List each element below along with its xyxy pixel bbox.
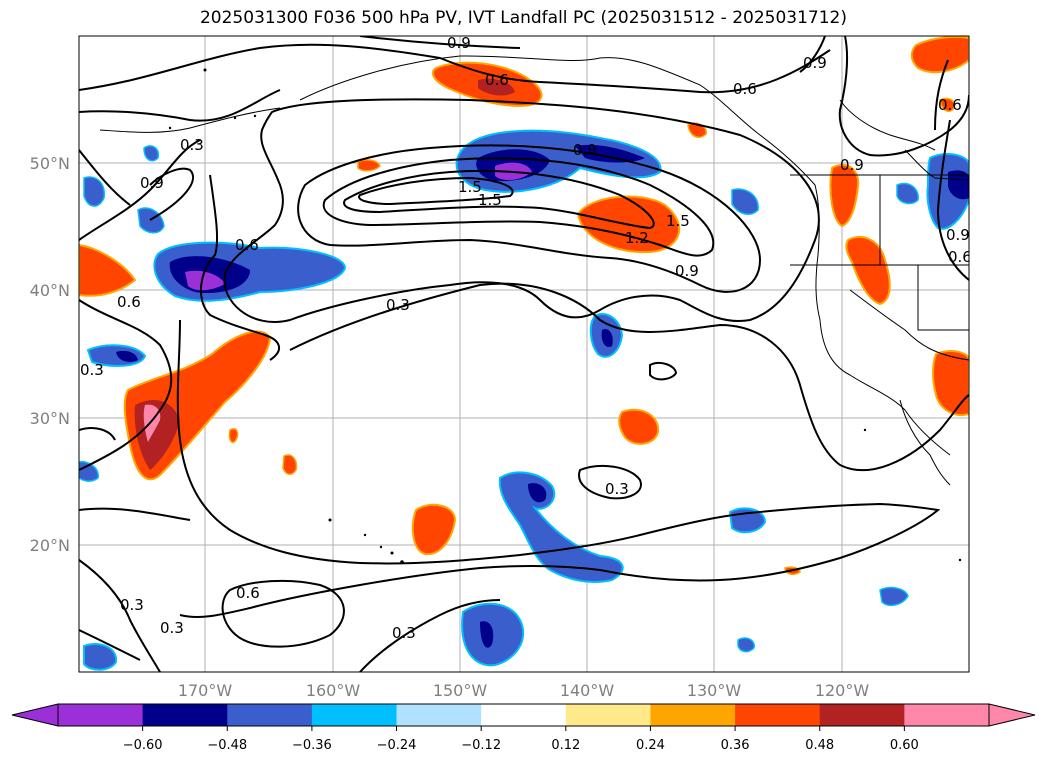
map-title: 2025031300 F036 500 hPa PV, IVT Landfall… [199, 8, 847, 28]
contour-label: 0.6 [485, 71, 509, 89]
colorbar: −0.60 −0.48 −0.36 −0.24 −0.12 0.12 0.24 0.36 0.4… [11, 703, 1036, 753]
colorbar-tick-label: −0.12 [461, 738, 501, 753]
contour-label: 1.2 [625, 229, 649, 247]
contour-label: 0.6 [938, 96, 962, 114]
contour-label: 0.9 [140, 174, 164, 192]
colorbar-box [565, 704, 651, 726]
contour-label: 0.3 [160, 619, 184, 637]
contour-label: 0.3 [120, 596, 144, 614]
colorbar-box [311, 704, 398, 726]
colorbar-box [481, 704, 567, 726]
colorbar-tick-label: 0.60 [890, 738, 919, 753]
colorbar-extend-low [11, 703, 59, 727]
lon-label: 140°W [560, 681, 615, 700]
colorbar-tick-label: 0.12 [551, 738, 580, 753]
contour-label: 0.3 [392, 624, 416, 642]
colorbar-box [735, 704, 821, 726]
contour-label: 1.5 [666, 212, 690, 230]
lon-label: 120°W [815, 681, 870, 700]
contour-label: 0.9 [803, 54, 827, 72]
map-frame [78, 35, 970, 673]
contour-label: 0.3 [80, 361, 104, 379]
contour-label: 1.5 [458, 178, 482, 196]
contour-label: 0.3 [386, 296, 410, 314]
colorbar-tick-label: −0.24 [377, 738, 417, 753]
colorbar-extend-high [988, 703, 1036, 727]
lon-label: 170°W [178, 681, 233, 700]
colorbar-box [396, 704, 482, 726]
colorbar-frame [57, 703, 990, 727]
contour-label: 0.9 [946, 226, 970, 244]
contour-label: 1.5 [478, 191, 502, 209]
contour-label: 0.9 [573, 141, 597, 159]
colorbar-box [819, 704, 905, 726]
lat-label: 30°N [30, 409, 70, 428]
colorbar-tick-label: 0.36 [721, 738, 750, 753]
colorbar-box [904, 704, 990, 726]
lat-label: 50°N [30, 154, 70, 173]
lon-label: 150°W [433, 681, 488, 700]
colorbar-box [142, 704, 228, 726]
contour-label: 0.6 [235, 236, 259, 254]
map-content: 0.9 0.6 0.9 0.6 0.3 0.6 0.9 0.9 1.5 1.5 … [79, 34, 972, 672]
longitude-labels: 170°W 160°W 150°W 140°W 130°W 120°W [178, 681, 870, 700]
colorbar-tick-label: −0.36 [292, 738, 332, 753]
contour-label: 0.6 [236, 584, 260, 602]
contour-label: 0.6 [117, 293, 141, 311]
contour-label: 0.6 [948, 248, 972, 266]
contour-label: 0.3 [180, 136, 204, 154]
colorbar-tick-label: −0.48 [207, 738, 247, 753]
contour-label: 0.3 [605, 480, 629, 498]
contour-label: 0.9 [675, 262, 699, 280]
colorbar-box [227, 704, 313, 726]
latitude-labels: 50°N 40°N 30°N 20°N [30, 154, 70, 555]
contour-label: 0.6 [733, 80, 757, 98]
colorbar-tick-label: −0.60 [123, 738, 163, 753]
coastlines [99, 55, 969, 486]
contour-label: 0.9 [447, 34, 471, 52]
colorbar-tick-label: 0.48 [805, 738, 834, 753]
colorbar-tick-label: 0.24 [636, 738, 665, 753]
contour-labels: 0.9 0.6 0.9 0.6 0.3 0.6 0.9 0.9 1.5 1.5 … [80, 34, 972, 642]
contour-label: 0.9 [840, 156, 864, 174]
pv-contours [79, 36, 969, 672]
lat-label: 40°N [30, 281, 70, 300]
lat-label: 20°N [30, 536, 70, 555]
lon-label: 160°W [306, 681, 361, 700]
lon-label: 130°W [687, 681, 742, 700]
colorbar-box [58, 704, 144, 726]
colorbar-box [650, 704, 736, 726]
